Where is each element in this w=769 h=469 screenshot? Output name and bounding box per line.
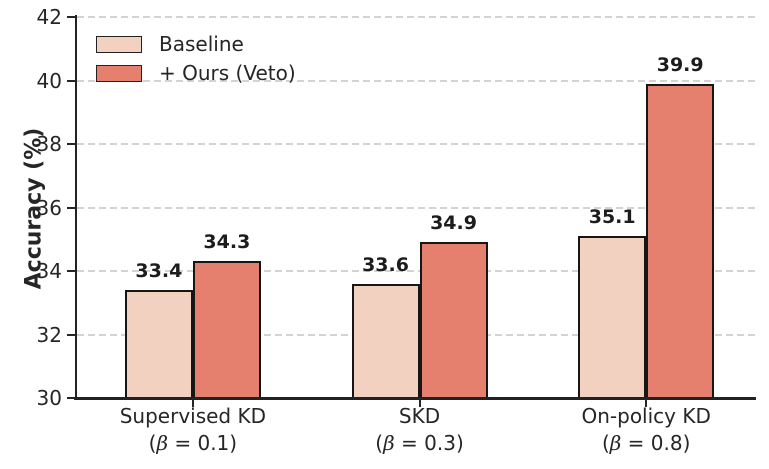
x-category-beta: (β = 0.1): [148, 431, 238, 455]
legend-swatch-ours: [96, 64, 142, 82]
y-axis-line: [75, 15, 77, 400]
x-tick-mark: [191, 399, 194, 407]
gridline-y38: [77, 143, 755, 145]
y-tick-label: 42: [36, 5, 62, 29]
y-tick-mark: [67, 16, 75, 18]
y-tick-label: 32: [36, 322, 62, 347]
bar-value-label: 33.6: [362, 253, 409, 276]
bar-value-label: 39.9: [656, 53, 704, 76]
y-tick-label: 40: [36, 68, 62, 93]
bar-value-label: 34.3: [203, 231, 251, 254]
x-axis-line: [74, 397, 756, 400]
bar-value-label: 33.4: [135, 260, 183, 283]
bar-value-label: 35.1: [588, 206, 636, 229]
gridline-y34: [77, 270, 755, 272]
x-category-name: On-policy KD: [581, 404, 711, 428]
y-tick-mark: [67, 143, 75, 145]
x-category-name: Supervised KD: [119, 404, 266, 428]
legend-item-baseline: Baseline: [96, 32, 296, 56]
bar-baseline: [351, 283, 420, 400]
legend-item-ours: + Ours (Veto): [96, 61, 296, 85]
legend-swatch-baseline: [96, 35, 142, 53]
bar-baseline: [124, 290, 193, 400]
y-tick-mark: [67, 333, 75, 336]
y-tick-mark: [67, 206, 75, 209]
x-tick-mark: [418, 399, 421, 407]
y-tick-mark: [67, 397, 75, 399]
legend-label-baseline: Baseline: [159, 32, 244, 56]
x-category-beta: (β = 0.3): [375, 431, 464, 455]
bar-ours: [192, 261, 261, 400]
x-tick-mark: [645, 399, 648, 407]
bar-baseline: [578, 236, 647, 400]
x-tick-label: On-policy KD (β = 0.8): [516, 403, 769, 457]
y-tick-label: 34: [36, 259, 62, 283]
bar-value-label: 34.9: [430, 212, 477, 235]
gridline-y36: [77, 206, 755, 209]
legend-label-ours: + Ours (Veto): [159, 61, 296, 85]
gridline-y40: [77, 79, 755, 82]
y-tick-label: 30: [36, 386, 62, 410]
bar-ours: [419, 242, 488, 400]
x-tick-label: SKD (β = 0.3): [290, 403, 550, 457]
y-tick-label: 38: [36, 132, 62, 156]
y-tick-mark: [67, 270, 75, 272]
x-tick-label: Supervised KD (β = 0.1): [63, 403, 323, 457]
y-tick-mark: [67, 79, 75, 82]
bar-ours: [646, 83, 715, 400]
y-tick-label: 36: [36, 195, 62, 220]
gridline-y42: [77, 16, 755, 18]
x-category-name: SKD: [398, 404, 441, 428]
legend: Baseline + Ours (Veto): [96, 32, 296, 91]
x-category-beta: (β = 0.8): [601, 431, 691, 455]
